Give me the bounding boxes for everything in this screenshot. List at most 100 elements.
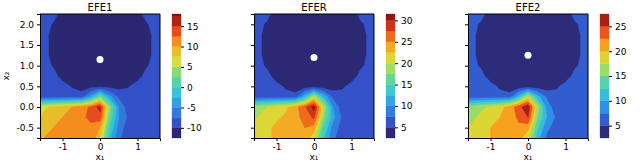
x-axis: -101 bbox=[41, 138, 161, 152]
colorbar-band bbox=[386, 14, 395, 20]
contour-band bbox=[86, 104, 103, 122]
colorbar-band bbox=[600, 126, 609, 138]
point bbox=[97, 56, 104, 63]
tick-label: 10 bbox=[615, 96, 627, 106]
axis-line bbox=[255, 139, 375, 142]
tick: 10 bbox=[395, 101, 413, 111]
colorbar-band bbox=[172, 108, 181, 118]
colorbar-band bbox=[600, 26, 609, 38]
tick: 25 bbox=[395, 37, 412, 47]
contour-band bbox=[468, 91, 547, 138]
colorbar-axis: 51015202530 bbox=[395, 15, 413, 139]
plot-area bbox=[254, 14, 374, 138]
tick-mark bbox=[465, 86, 468, 87]
y-axis: -0.50.00.51.01.52.0 bbox=[16, 15, 40, 139]
panel: -101EFE2x₁510152025 bbox=[458, 2, 627, 162]
tick-label: 1 bbox=[563, 142, 569, 152]
tick-label: 15 bbox=[401, 80, 412, 90]
tick-mark bbox=[491, 138, 492, 141]
tick: -5 bbox=[181, 103, 196, 113]
contour-band bbox=[44, 102, 105, 138]
tick: -1 bbox=[59, 138, 68, 152]
contour-band bbox=[468, 93, 543, 138]
title: EFE1 bbox=[88, 2, 113, 13]
tick: 5 bbox=[609, 121, 621, 131]
colorbar-band bbox=[600, 88, 609, 100]
figure: -101-0.50.00.51.01.52.0EFE1x₁x₂-10-50510… bbox=[0, 0, 640, 163]
colorbar-band bbox=[172, 77, 181, 87]
tick: -1 bbox=[487, 138, 496, 152]
contour-band bbox=[40, 100, 107, 138]
tick-mark bbox=[395, 20, 398, 21]
contour-band bbox=[40, 14, 160, 138]
contour-band bbox=[254, 90, 335, 138]
tick bbox=[465, 45, 468, 46]
tick-label: 0 bbox=[526, 142, 532, 152]
colorbar-band bbox=[172, 67, 181, 77]
contour-band bbox=[272, 99, 321, 138]
contour-band bbox=[40, 91, 119, 138]
tick-mark bbox=[181, 108, 184, 109]
contour-band bbox=[40, 98, 109, 138]
tick: 15 bbox=[395, 80, 412, 90]
frame bbox=[588, 14, 589, 138]
contour-band bbox=[40, 93, 116, 138]
tick: 5 bbox=[395, 123, 407, 133]
tick-label: 2.0 bbox=[20, 20, 35, 30]
tick-mark bbox=[251, 66, 254, 67]
contour-band bbox=[468, 14, 588, 138]
tick: 1.0 bbox=[20, 61, 40, 71]
tick bbox=[251, 86, 254, 87]
x-axis-title: x₁ bbox=[310, 152, 319, 162]
frame bbox=[160, 14, 161, 138]
tick-label: 0 bbox=[312, 142, 318, 152]
tick-mark bbox=[395, 85, 398, 86]
tick-mark bbox=[181, 67, 184, 68]
y-axis-title: x₂ bbox=[1, 71, 11, 80]
colorbar-band bbox=[386, 63, 395, 74]
colorbar-band bbox=[172, 47, 181, 57]
tick-label: 0.0 bbox=[20, 102, 35, 112]
colorbar-band bbox=[386, 52, 395, 63]
tick-mark bbox=[37, 24, 40, 25]
tick-mark bbox=[528, 138, 529, 141]
contour-band bbox=[254, 92, 331, 138]
colorbar-band bbox=[172, 57, 181, 67]
tick: -10 bbox=[181, 123, 202, 133]
tick-mark bbox=[395, 42, 398, 43]
colorbar: -10-5051015 bbox=[172, 14, 202, 139]
tick-mark bbox=[100, 138, 101, 141]
contour-band bbox=[491, 99, 535, 138]
colorbar-band bbox=[386, 42, 395, 53]
tick: 0 bbox=[181, 83, 193, 93]
tick-mark bbox=[37, 128, 40, 129]
tick-mark bbox=[37, 86, 40, 87]
tick-label: 0 bbox=[98, 142, 104, 152]
tick: 0.5 bbox=[20, 82, 40, 92]
tick: -1 bbox=[273, 138, 282, 152]
tick-label: 25 bbox=[401, 37, 412, 47]
tick-label: 5 bbox=[187, 62, 193, 72]
tick-mark bbox=[395, 106, 398, 107]
title: EFER bbox=[301, 2, 326, 13]
axis-line bbox=[610, 15, 613, 139]
colorbar-band bbox=[386, 117, 395, 128]
contour-band bbox=[40, 94, 114, 138]
contour-band bbox=[97, 106, 101, 112]
colorbar-band bbox=[172, 16, 181, 26]
tick bbox=[251, 24, 254, 25]
tick: 10 bbox=[609, 96, 627, 106]
tick-label: 10 bbox=[401, 101, 413, 111]
tick-mark bbox=[251, 107, 254, 108]
tick-mark bbox=[37, 66, 40, 67]
tick-mark bbox=[251, 128, 254, 129]
tick: 1 bbox=[563, 138, 569, 152]
contour-band bbox=[468, 95, 540, 138]
tick-mark bbox=[277, 138, 278, 141]
contour-band bbox=[298, 101, 319, 127]
tick-label: -1 bbox=[59, 142, 68, 152]
contour-band bbox=[468, 96, 537, 138]
colorbar-band bbox=[386, 127, 395, 138]
tick: 2.0 bbox=[20, 20, 40, 30]
tick-label: 15 bbox=[187, 22, 198, 32]
